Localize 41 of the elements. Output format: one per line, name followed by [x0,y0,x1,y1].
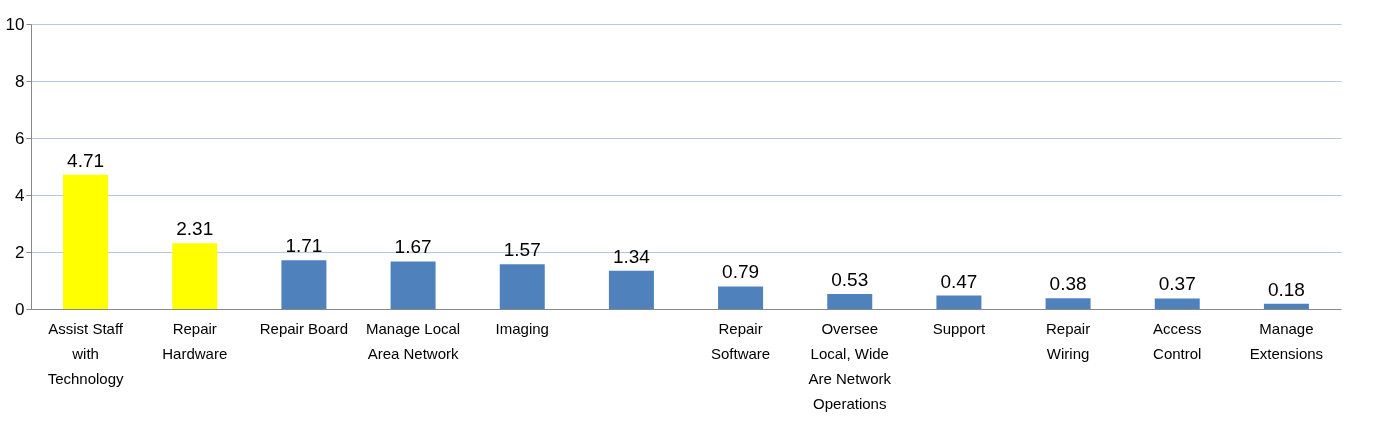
bar [1263,303,1309,309]
data-label: 1.57 [503,239,541,261]
bar [718,286,764,309]
bar [63,174,109,309]
x-tick-label: Support [932,319,987,337]
data-label: 4.71 [67,149,105,171]
y-tick-label: 0 [15,299,25,319]
x-tick-label: Repair Board [259,319,349,337]
bar [281,260,327,309]
data-label: 0.47 [940,270,978,292]
data-label: 0.37 [1158,273,1196,295]
data-label: 0.38 [1049,273,1087,295]
y-tick-label: 10 [5,14,25,34]
data-label: 1.71 [285,235,323,257]
x-tick-label: Repair Hardware [162,319,228,362]
data-label: 1.34 [612,245,651,267]
x-tick-label: Access Control [1153,319,1202,362]
bar [499,264,545,309]
data-label: 0.79 [722,261,760,283]
bar [1045,298,1091,309]
data-label: 0.18 [1267,278,1305,300]
x-tick-label: Manage Extensions [1249,319,1324,362]
bar [172,243,218,309]
x-tick-label: Assist Staff with Technology [47,319,125,387]
data-label: 2.31 [176,218,214,240]
bar [936,295,982,309]
bar [608,270,654,309]
data-label: 1.67 [394,236,432,258]
x-tick-label: Manage Local Area Network [365,319,461,362]
bar [1154,298,1200,309]
x-tick-label: Imaging [495,319,549,337]
x-tick-label: Oversee Local, Wide Are Network Operations [808,319,892,412]
data-label: 0.53 [831,268,869,290]
y-tick-label: 6 [15,128,25,148]
y-tick-label: 4 [15,185,25,205]
x-tick-label: Repair Software [710,319,771,362]
y-tick-label: 8 [15,71,25,91]
x-tick-label: Repair Wiring [1045,319,1091,362]
bar [390,261,436,309]
y-tick-label: 2 [15,242,25,262]
bar [827,293,873,309]
